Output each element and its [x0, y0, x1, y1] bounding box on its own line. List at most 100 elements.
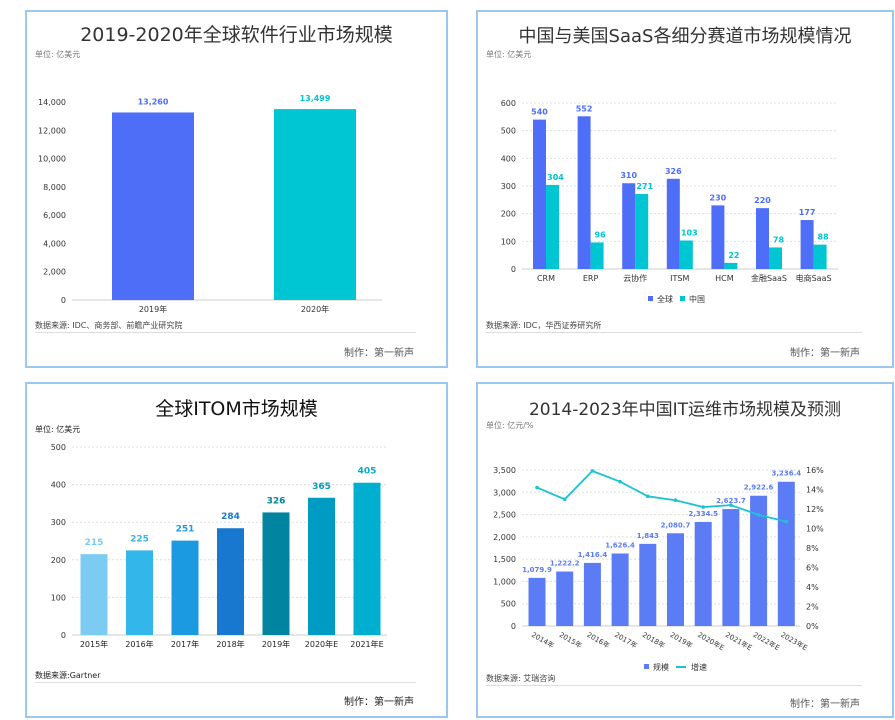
x-tick-label: ITSM — [670, 274, 689, 283]
chart-panel-itom: 全球ITOM市场规模 单位: 亿美元 0 100 200 300 400 500 215 20… — [25, 382, 448, 718]
x-tick-label: 2018年 — [641, 630, 667, 650]
x-tick-label: 2020年E — [305, 639, 338, 649]
chart-svg: 0 500 1,000 1,500 2,000 2,500 3,000 3,500 0% 2% 4%… — [493, 466, 824, 672]
unit-label: 单位: 亿美元 — [486, 50, 532, 59]
y-tick-label: 2,000 — [493, 533, 516, 542]
growth-point — [590, 469, 595, 473]
maker-note: 制作：第一新声 — [790, 348, 860, 359]
y-tick-label: 0 — [511, 622, 516, 631]
y-tick-label: 12,000 — [38, 126, 66, 135]
bar-china — [546, 184, 559, 269]
growth-point — [756, 513, 761, 517]
bar — [639, 543, 657, 626]
y-tick-label: 500 — [51, 443, 66, 452]
data-label: 2,334.5 — [688, 510, 718, 518]
chart-panel-global-software: 2019-2020年全球软件行业市场规模 单位: 亿美元 0 2,000 4,000… — [25, 10, 448, 368]
y2-tick-label: 10% — [806, 525, 824, 534]
y-tick-label: 100 — [501, 237, 516, 246]
x-tick-label: 2019年 — [262, 639, 290, 649]
bar-china — [769, 247, 782, 269]
y2-tick-label: 16% — [806, 466, 824, 475]
y-tick-label: 400 — [501, 154, 516, 163]
y-tick-label: 300 — [501, 182, 516, 191]
source-note: 数据来源: 艾瑞咨询 — [486, 674, 556, 683]
legend-swatch — [648, 296, 653, 301]
x-tick-label: 2017年 — [171, 639, 199, 649]
x-tick-label: 2020年 — [301, 304, 329, 314]
y-tick-label: 0 — [511, 265, 516, 274]
y-tick-label: 500 — [501, 127, 516, 136]
growth-point — [646, 494, 650, 499]
bar-global — [533, 119, 546, 269]
y-tick-label: 200 — [51, 556, 66, 565]
x-tick-label: 2015年 — [80, 639, 108, 649]
bar — [262, 512, 290, 635]
data-label: 88 — [818, 233, 830, 242]
y-tick-label: 0 — [61, 296, 66, 305]
x-tick-label: CRM — [537, 274, 555, 283]
bar — [694, 521, 712, 626]
data-label: 96 — [595, 230, 607, 239]
bar-global — [666, 178, 680, 269]
bar-china — [679, 240, 693, 269]
y-tick-label: 600 — [501, 99, 516, 108]
data-label: 177 — [799, 208, 816, 217]
x-tick-label: 2017年 — [613, 630, 639, 650]
legend-swatch — [680, 296, 685, 301]
divider — [486, 332, 862, 333]
y-tick-label: 4,000 — [43, 239, 66, 248]
y-tick-label: 1,000 — [493, 577, 516, 586]
chart-svg: 0 2,000 4,000 6,000 8,000 10,000 12,000 14,000 1… — [38, 94, 382, 314]
x-tick-label: ERP — [583, 274, 599, 283]
bar — [667, 533, 684, 626]
data-label: 225 — [130, 534, 149, 544]
y-tick-label: 8,000 — [43, 183, 66, 192]
chart-title: 中国与美国SaaS各细分赛道市场规模情况 — [518, 26, 852, 47]
x-tick-label: 2014年 — [530, 630, 556, 650]
y-tick-label: 1,500 — [493, 555, 516, 564]
bar-china — [635, 194, 649, 269]
data-label: 1,626.4 — [605, 542, 635, 550]
legend-label: 规模 — [653, 662, 669, 672]
data-label: 1,079.9 — [522, 566, 552, 574]
data-label: 552 — [576, 104, 593, 113]
data-label: 405 — [358, 467, 377, 477]
growth-point — [562, 497, 567, 502]
growth-point — [784, 519, 789, 524]
legend-label: 全球 — [657, 294, 673, 304]
data-label: 230 — [710, 193, 727, 202]
bar-china — [590, 242, 604, 269]
chart-panel-it-ops-china: 2014-2023年中国IT运维市场规模及预测 单位: 亿元/% 0 500 1,0… — [476, 382, 894, 718]
data-label: 326 — [665, 167, 682, 176]
bar — [583, 562, 601, 626]
data-label: 1,416.4 — [578, 551, 608, 559]
data-label: 1,222.2 — [550, 560, 580, 568]
data-label: 103 — [681, 229, 698, 238]
data-label: 220 — [754, 196, 771, 205]
divider — [35, 332, 416, 333]
y-tick-label: 100 — [51, 593, 66, 602]
x-tick-label: 2015年 — [558, 630, 584, 650]
data-label: 2,922.6 — [744, 484, 774, 492]
legend-swatch — [644, 664, 649, 669]
growth-point — [729, 503, 733, 507]
x-tick-label: 2022年E — [752, 630, 782, 652]
bar — [274, 109, 356, 300]
y2-tick-label: 12% — [806, 505, 824, 514]
growth-point — [535, 485, 539, 490]
y2-tick-label: 0% — [806, 622, 819, 631]
bar — [722, 509, 740, 626]
unit-label: 单位: 亿元/% — [486, 421, 534, 430]
x-tick-label: 2021年E — [350, 639, 383, 649]
y-tick-label: 10,000 — [38, 155, 66, 164]
x-tick-label: 2019年 — [669, 630, 695, 650]
bar — [126, 550, 153, 635]
bar — [611, 553, 629, 626]
growth-line — [536, 469, 787, 523]
bar-global — [577, 116, 591, 269]
maker-note: 制作：第一新声 — [790, 699, 860, 710]
source-note: 数据来源: IDC、商务部、前瞻产业研究院 — [35, 321, 183, 330]
bar — [217, 528, 244, 635]
bar — [171, 540, 199, 635]
bar — [353, 482, 381, 635]
